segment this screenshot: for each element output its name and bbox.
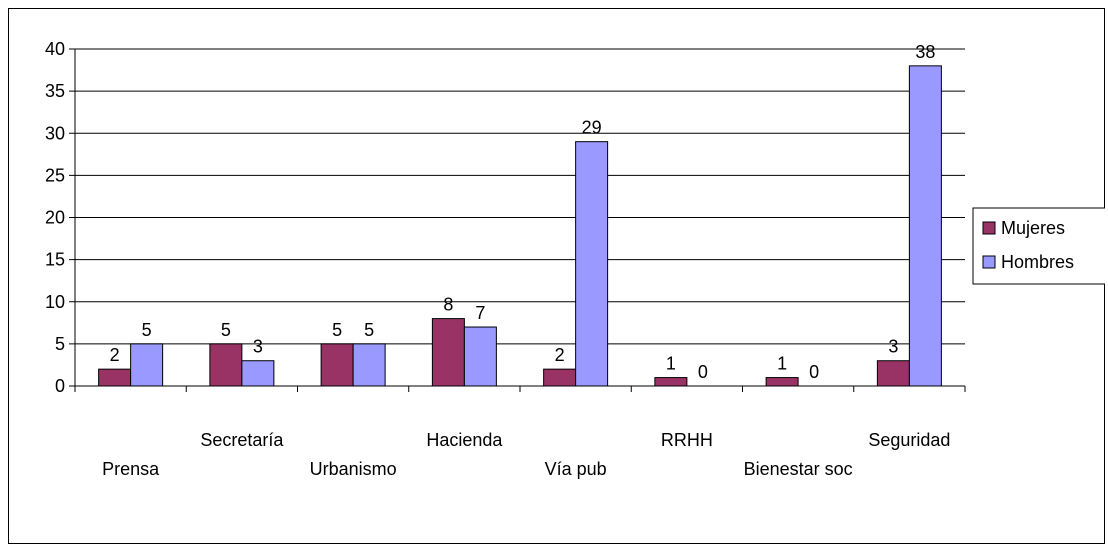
legend-swatch-mujeres bbox=[982, 221, 996, 235]
data-label-mujeres-6: 1 bbox=[777, 354, 787, 374]
category-label: Hacienda bbox=[426, 430, 503, 450]
data-label-hombres-0: 5 bbox=[142, 320, 152, 340]
y-tick-label: 10 bbox=[45, 292, 65, 312]
data-label-hombres-2: 5 bbox=[364, 320, 374, 340]
bar-mujeres-7 bbox=[876, 360, 910, 387]
data-label-hombres-6: 0 bbox=[809, 362, 819, 382]
frame-clip bbox=[1105, 0, 1108, 547]
data-label-hombres-7: 38 bbox=[915, 42, 935, 62]
bar-mujeres-3 bbox=[431, 318, 465, 387]
bar-mujeres-5 bbox=[654, 377, 688, 387]
data-label-hombres-4: 29 bbox=[582, 118, 602, 138]
bar-hombres-7 bbox=[908, 65, 942, 387]
bar-mujeres-4 bbox=[543, 368, 577, 387]
bar-hombres-2 bbox=[352, 343, 386, 387]
y-tick-label: 20 bbox=[45, 208, 65, 228]
bar-hombres-4 bbox=[575, 141, 609, 387]
category-label: Bienestar soc bbox=[744, 459, 853, 479]
legend-label-mujeres: Mujeres bbox=[1001, 218, 1065, 238]
data-label-hombres-1: 3 bbox=[253, 337, 263, 357]
bar-hombres-3 bbox=[463, 326, 497, 387]
y-tick-label: 0 bbox=[55, 376, 65, 396]
bar-hombres-1 bbox=[241, 360, 275, 387]
data-label-mujeres-0: 2 bbox=[110, 345, 120, 365]
category-label: Secretaría bbox=[200, 430, 284, 450]
data-label-hombres-5: 0 bbox=[698, 362, 708, 382]
data-label-mujeres-1: 5 bbox=[221, 320, 231, 340]
y-tick-label: 30 bbox=[45, 123, 65, 143]
category-label: Urbanismo bbox=[310, 459, 397, 479]
category-label: RRHH bbox=[661, 430, 713, 450]
y-tick-label: 15 bbox=[45, 250, 65, 270]
data-label-mujeres-7: 3 bbox=[888, 337, 898, 357]
bar-mujeres-6 bbox=[765, 377, 799, 387]
bar-mujeres-2 bbox=[320, 343, 354, 387]
bar-mujeres-1 bbox=[209, 343, 243, 387]
y-tick-label: 35 bbox=[45, 81, 65, 101]
data-label-mujeres-5: 1 bbox=[666, 354, 676, 374]
category-label: Seguridad bbox=[868, 430, 950, 450]
y-tick-label: 25 bbox=[45, 165, 65, 185]
data-label-mujeres-3: 8 bbox=[443, 295, 453, 315]
data-label-hombres-3: 7 bbox=[475, 303, 485, 323]
data-label-mujeres-2: 5 bbox=[332, 320, 342, 340]
legend-label-hombres: Hombres bbox=[1001, 252, 1074, 272]
legend-box bbox=[972, 207, 1108, 285]
bar-hombres-0 bbox=[130, 343, 164, 387]
y-tick-label: 5 bbox=[55, 334, 65, 354]
category-label: Vía pub bbox=[545, 459, 607, 479]
category-label: Prensa bbox=[102, 459, 160, 479]
y-tick-label: 40 bbox=[45, 39, 65, 59]
bar-mujeres-0 bbox=[98, 368, 132, 387]
legend-swatch-hombres bbox=[982, 255, 996, 269]
data-label-mujeres-4: 2 bbox=[555, 345, 565, 365]
